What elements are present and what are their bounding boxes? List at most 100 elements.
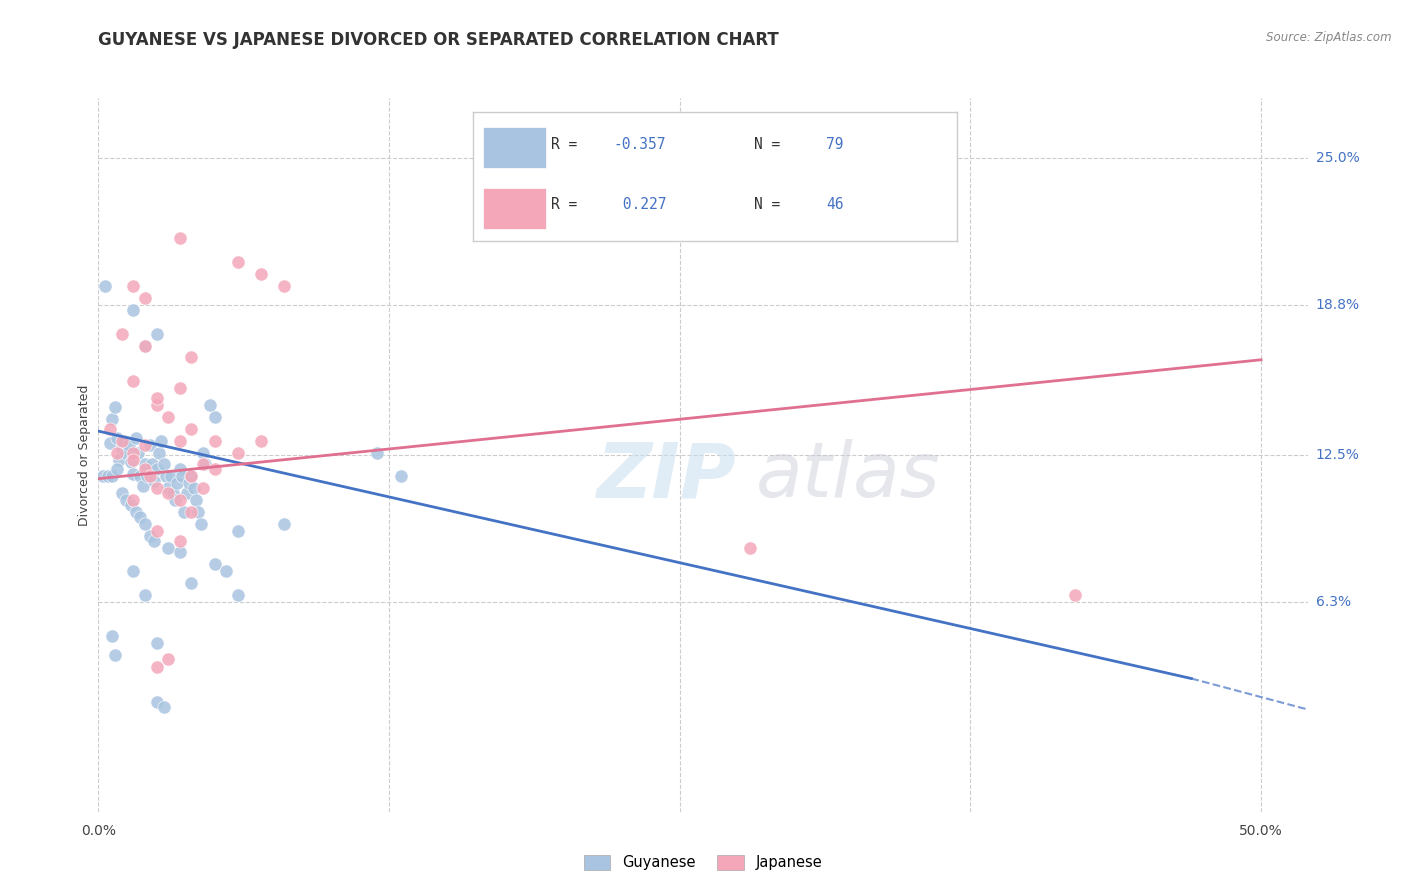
Text: GUYANESE VS JAPANESE DIVORCED OR SEPARATED CORRELATION CHART: GUYANESE VS JAPANESE DIVORCED OR SEPARAT…	[98, 31, 779, 49]
Point	[191, 445, 214, 459]
Point	[111, 434, 134, 448]
Point	[141, 458, 163, 472]
Point	[831, 184, 853, 198]
Point	[204, 409, 226, 424]
Point	[134, 338, 156, 352]
Point	[122, 452, 145, 467]
Point	[191, 458, 214, 472]
Point	[91, 469, 114, 483]
Point	[124, 505, 146, 519]
Point	[187, 505, 209, 519]
Point	[145, 481, 167, 495]
Point	[366, 445, 388, 459]
Point	[169, 231, 191, 245]
Point	[98, 422, 121, 436]
Point	[134, 338, 156, 352]
Point	[204, 558, 226, 572]
Point	[166, 476, 188, 491]
Point	[226, 588, 249, 602]
Point	[122, 279, 145, 293]
Point	[111, 326, 134, 341]
Point	[145, 524, 167, 538]
Point	[145, 636, 167, 650]
Point	[118, 438, 141, 452]
Point	[97, 469, 120, 483]
Point	[169, 462, 191, 476]
Point	[115, 445, 138, 459]
Y-axis label: Divorced or Separated: Divorced or Separated	[79, 384, 91, 525]
Point	[157, 409, 180, 424]
Point	[180, 422, 202, 436]
Point	[204, 462, 226, 476]
Point	[105, 445, 128, 459]
Point	[94, 279, 117, 293]
Text: 12.5%: 12.5%	[1316, 448, 1360, 462]
Point	[131, 479, 153, 493]
Point	[122, 445, 145, 459]
Point	[134, 458, 156, 472]
Point	[134, 516, 156, 531]
Point	[152, 700, 174, 714]
Point	[143, 533, 166, 548]
Point	[122, 565, 145, 579]
Point	[180, 351, 202, 365]
Point	[134, 291, 156, 305]
Text: 6.3%: 6.3%	[1316, 595, 1351, 609]
Point	[226, 255, 249, 269]
Point	[250, 434, 273, 448]
Point	[143, 474, 166, 488]
Point	[183, 481, 205, 495]
Point	[162, 486, 184, 500]
Point	[122, 493, 145, 508]
Point	[738, 541, 761, 555]
Point	[145, 391, 167, 405]
Point	[145, 398, 167, 412]
Point	[173, 505, 195, 519]
Point	[179, 476, 201, 491]
Point	[159, 469, 181, 483]
Point	[169, 545, 191, 559]
Legend: Guyanese, Japanese: Guyanese, Japanese	[578, 848, 828, 876]
Point	[145, 695, 167, 709]
Point	[138, 469, 160, 483]
Point	[134, 462, 156, 476]
Point	[98, 436, 121, 450]
Point	[198, 398, 221, 412]
Point	[180, 469, 202, 483]
Point	[145, 326, 167, 341]
Point	[169, 381, 191, 395]
Point	[273, 516, 295, 531]
Point	[184, 493, 207, 508]
Point	[122, 467, 145, 481]
Point	[104, 401, 127, 415]
Point	[134, 588, 156, 602]
Point	[180, 469, 202, 483]
Point	[134, 438, 156, 452]
Text: ZIP: ZIP	[598, 440, 737, 513]
Point	[104, 648, 127, 662]
Text: 0.0%: 0.0%	[82, 823, 115, 838]
Point	[138, 529, 160, 543]
Point	[157, 486, 180, 500]
Point	[157, 541, 180, 555]
Text: atlas: atlas	[756, 440, 941, 513]
Point	[122, 374, 145, 388]
Point	[808, 172, 831, 186]
Text: 50.0%: 50.0%	[1239, 823, 1282, 838]
Point	[901, 160, 924, 174]
Point	[129, 469, 152, 483]
Point	[127, 445, 149, 459]
Point	[194, 458, 217, 472]
Point	[122, 302, 145, 317]
Point	[389, 469, 412, 483]
Point	[180, 576, 202, 591]
Point	[105, 462, 128, 476]
Point	[101, 469, 124, 483]
Point	[226, 524, 249, 538]
Point	[157, 481, 180, 495]
Point	[155, 469, 177, 483]
Point	[215, 565, 238, 579]
Point	[150, 434, 173, 448]
Point	[101, 629, 124, 643]
Text: 18.8%: 18.8%	[1316, 298, 1360, 312]
